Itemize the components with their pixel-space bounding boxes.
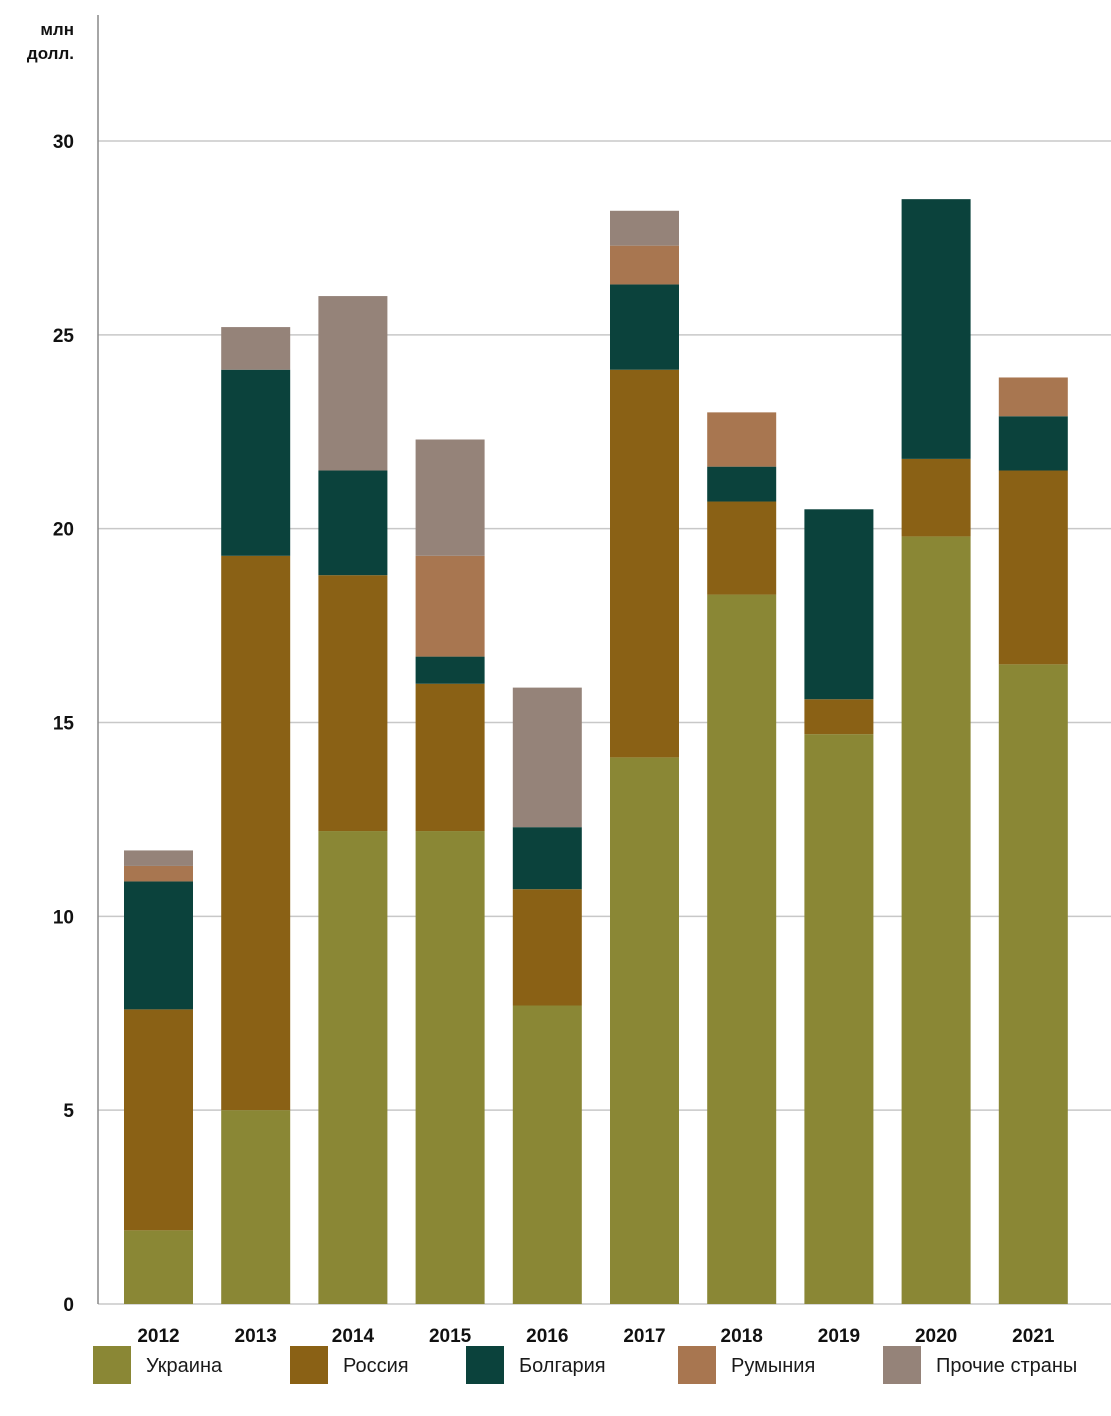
legend-item: Прочие страны bbox=[883, 1346, 1077, 1384]
x-tick-label: 2019 bbox=[818, 1326, 860, 1347]
x-tick-label: 2020 bbox=[915, 1326, 957, 1347]
bar-segment-2012-2 bbox=[124, 881, 193, 1010]
bar-segment-2013-1 bbox=[221, 555, 291, 1111]
bar-stack-2015 bbox=[415, 439, 485, 1304]
bar-stack-2013 bbox=[221, 327, 291, 1304]
bar-segment-2015-0 bbox=[415, 831, 485, 1304]
bar-segment-2012-3 bbox=[124, 865, 193, 882]
bar-segment-2020-1 bbox=[901, 458, 971, 537]
bar-stack-2018 bbox=[707, 412, 777, 1304]
axes: млн долл. bbox=[27, 15, 99, 1304]
bar-segment-2017-4 bbox=[610, 210, 679, 246]
bar-segment-2012-4 bbox=[124, 850, 193, 866]
bar-segment-2021-0 bbox=[998, 664, 1068, 1304]
bar-segment-2012-0 bbox=[124, 1230, 193, 1304]
x-tick-label: 2012 bbox=[137, 1326, 179, 1347]
legend-label: Россия bbox=[343, 1355, 409, 1377]
bar-segment-2013-0 bbox=[221, 1110, 291, 1304]
x-tick-labels: 2012 2013 2014 2015 2016 2017 2018 2019 2020 2021 bbox=[137, 1326, 1055, 1347]
bar-segment-2015-3 bbox=[415, 555, 485, 657]
x-tick-label: 2016 bbox=[526, 1326, 568, 1347]
bar-segment-2017-0 bbox=[610, 757, 679, 1304]
legend-label: Болгария bbox=[519, 1355, 606, 1377]
bar-segment-2016-1 bbox=[512, 889, 582, 1006]
y-tick-label: 15 bbox=[53, 714, 75, 735]
bar-segment-2017-1 bbox=[610, 369, 679, 758]
bar-segment-2021-1 bbox=[998, 470, 1068, 665]
legend-item: Украина bbox=[93, 1346, 223, 1384]
bar-segment-2014-4 bbox=[318, 296, 388, 471]
legend-swatch bbox=[290, 1346, 328, 1384]
legend-swatch bbox=[883, 1346, 921, 1384]
y-axis-unit-label-line: млн bbox=[40, 20, 74, 39]
bar-segment-2015-2 bbox=[415, 656, 485, 684]
bar-segment-2018-1 bbox=[707, 501, 777, 595]
bar-segment-2013-2 bbox=[221, 369, 291, 556]
y-tick-label: 0 bbox=[63, 1295, 74, 1316]
y-tick-label: 25 bbox=[53, 326, 75, 347]
y-axis-unit-label-line: долл. bbox=[27, 44, 74, 63]
bar-stack-2019 bbox=[804, 509, 874, 1304]
bar-segment-2016-0 bbox=[512, 1005, 582, 1304]
legend-item: Россия bbox=[290, 1346, 409, 1384]
bar-segment-2017-3 bbox=[610, 245, 679, 285]
bar-segment-2020-0 bbox=[901, 536, 971, 1304]
legend: Украина Россия Болгария Румыния Прочие стран… bbox=[93, 1346, 1077, 1384]
y-tick-label: 5 bbox=[63, 1101, 74, 1122]
bar-segment-2016-2 bbox=[512, 827, 582, 890]
legend-item: Румыния bbox=[678, 1346, 815, 1384]
bar-segment-2014-0 bbox=[318, 831, 388, 1304]
x-tick-label: 2013 bbox=[235, 1326, 277, 1347]
bar-stack-2017 bbox=[610, 210, 679, 1304]
bar-segment-2014-2 bbox=[318, 470, 388, 576]
bar-stack-2014 bbox=[318, 296, 388, 1304]
bar-segment-2017-2 bbox=[610, 284, 679, 370]
bar-segment-2012-1 bbox=[124, 1009, 193, 1231]
y-tick-label: 20 bbox=[53, 520, 74, 541]
x-tick-label: 2014 bbox=[332, 1326, 375, 1347]
bar-stack-2016 bbox=[512, 687, 582, 1304]
bar-segment-2014-1 bbox=[318, 575, 388, 832]
legend-item: Болгария bbox=[466, 1346, 606, 1384]
bar-segment-2020-2 bbox=[901, 199, 971, 459]
legend-swatch bbox=[93, 1346, 131, 1384]
bar-segment-2016-4 bbox=[512, 687, 582, 828]
bars bbox=[124, 199, 1068, 1304]
bar-segment-2015-1 bbox=[415, 683, 485, 832]
bar-segment-2013-4 bbox=[221, 327, 291, 370]
legend-label: Румыния bbox=[731, 1355, 815, 1377]
y-tick-label: 30 bbox=[53, 132, 74, 153]
x-tick-label: 2017 bbox=[623, 1326, 665, 1347]
legend-label: Прочие страны bbox=[936, 1355, 1077, 1377]
bar-segment-2019-0 bbox=[804, 734, 874, 1304]
y-tick-labels: 0 5 10 15 20 25 30 bbox=[53, 132, 75, 1316]
x-tick-label: 2021 bbox=[1012, 1326, 1055, 1347]
bar-segment-2019-1 bbox=[804, 699, 874, 735]
y-axis-unit-label: млн долл. bbox=[27, 20, 74, 63]
x-tick-label: 2018 bbox=[721, 1326, 763, 1347]
x-tick-label: 2015 bbox=[429, 1326, 472, 1347]
bar-segment-2018-0 bbox=[707, 594, 777, 1304]
bar-segment-2019-2 bbox=[804, 509, 874, 700]
bar-segment-2015-4 bbox=[415, 439, 485, 556]
bar-stack-2012 bbox=[124, 850, 193, 1304]
legend-swatch bbox=[678, 1346, 716, 1384]
bar-stack-2020 bbox=[901, 199, 971, 1304]
bar-segment-2021-2 bbox=[998, 416, 1068, 471]
bar-segment-2021-3 bbox=[998, 377, 1068, 417]
y-tick-label: 10 bbox=[53, 907, 74, 928]
bar-segment-2018-3 bbox=[707, 412, 777, 467]
legend-label: Украина bbox=[146, 1355, 223, 1377]
bar-stack-2021 bbox=[998, 377, 1068, 1304]
legend-swatch bbox=[466, 1346, 504, 1384]
bar-segment-2018-2 bbox=[707, 466, 777, 502]
